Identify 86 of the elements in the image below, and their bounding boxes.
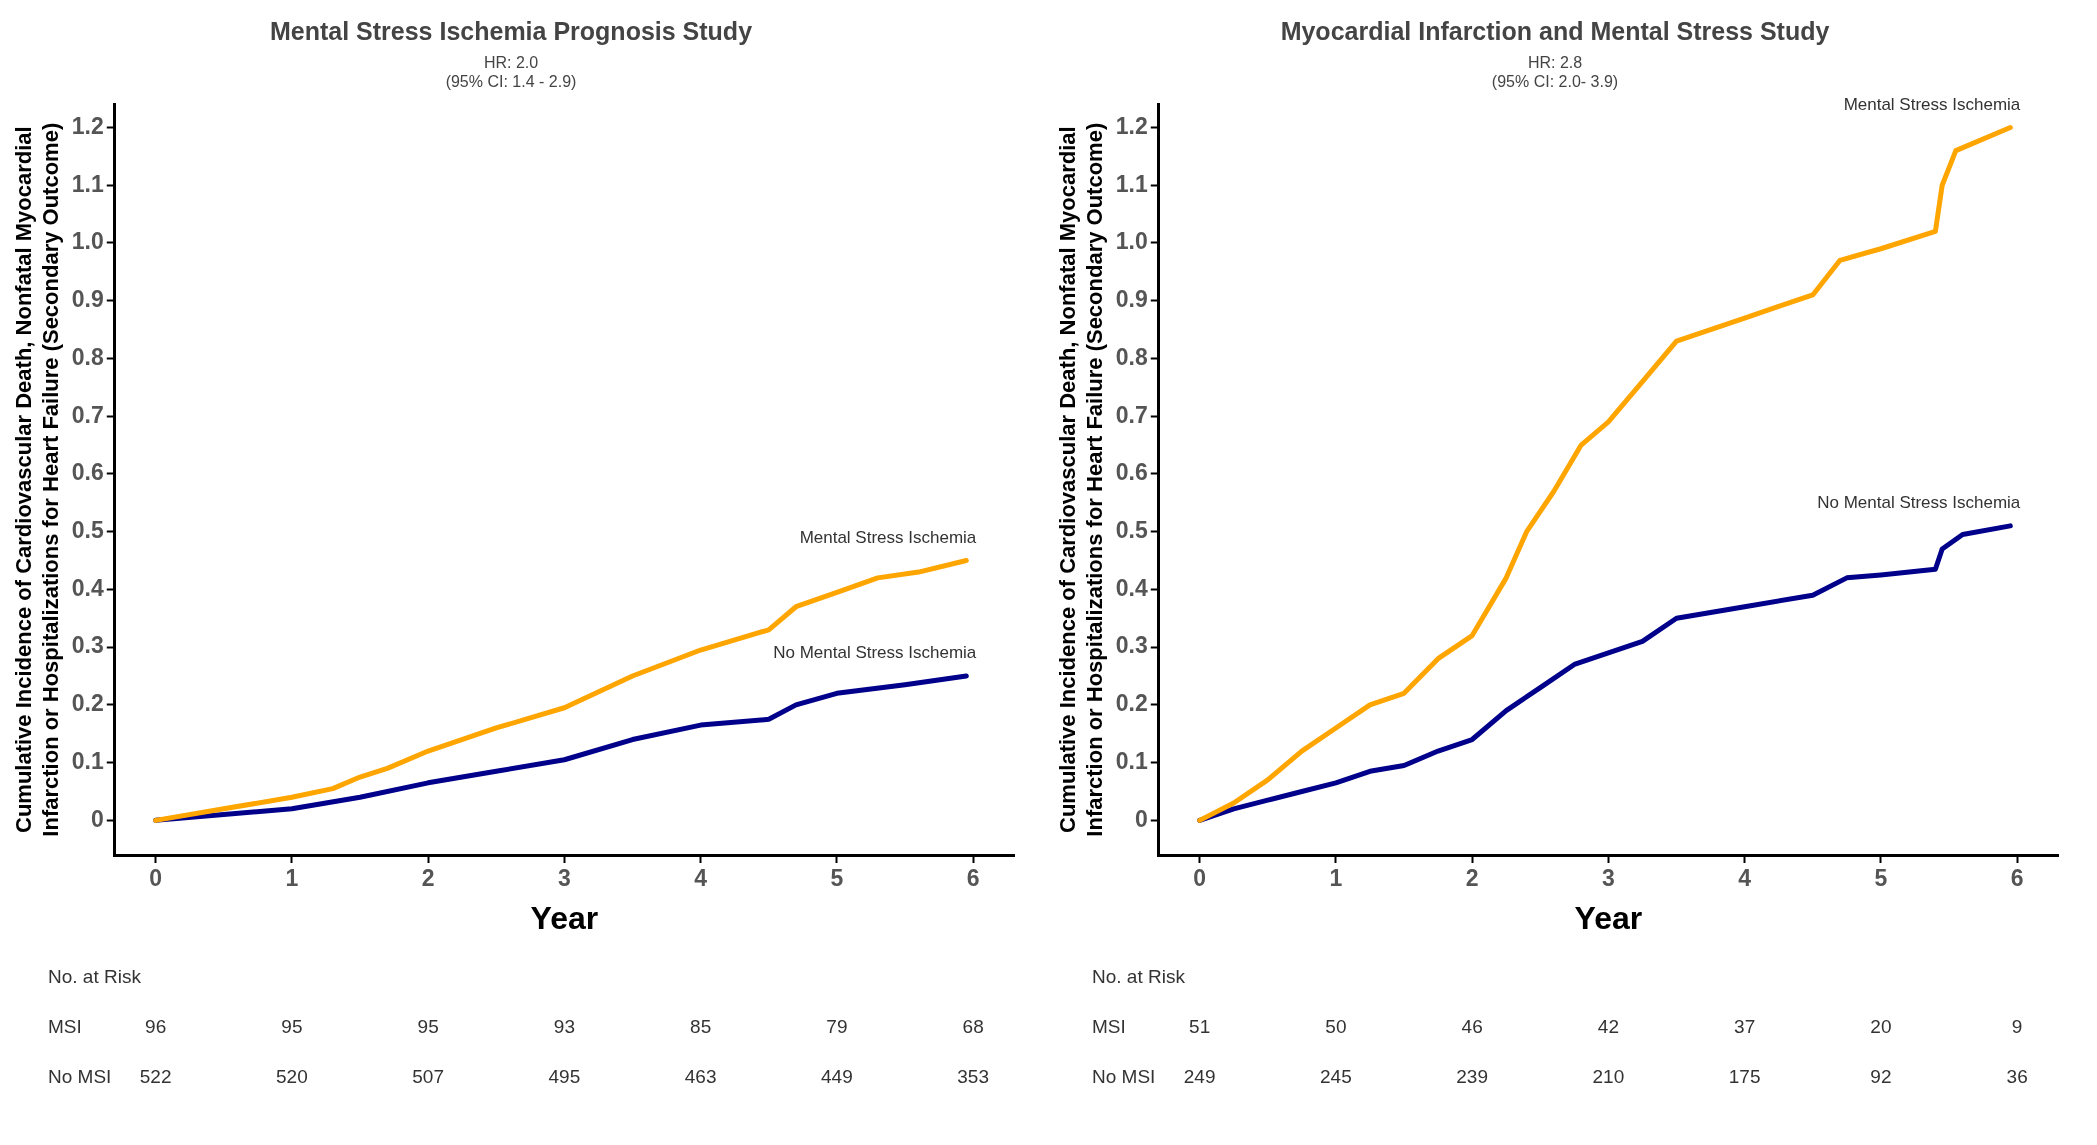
text: 37: [1734, 1016, 1756, 1038]
text: 51: [1189, 1016, 1211, 1038]
text: 249: [1183, 1066, 1216, 1088]
y-tick-label: 0.2: [71, 690, 104, 717]
y-tick-label: 0.9: [71, 286, 104, 313]
y-tick-label: 0.9: [1115, 286, 1148, 313]
x-tick-label: 2: [1465, 865, 1479, 892]
y-tick-label: 0.5: [1115, 517, 1148, 544]
text: 36: [2006, 1066, 2028, 1088]
x-tick-label: 5: [1874, 865, 1888, 892]
y-tick-label: 0.7: [1115, 401, 1148, 428]
y-tick-label: 0.4: [71, 574, 104, 601]
chart-subtitle: HR: 2.8 (95% CI: 2.0- 3.9): [1491, 54, 1619, 91]
x-tick-label: 6: [966, 865, 980, 892]
text: 92: [1870, 1066, 1892, 1088]
text: 239: [1456, 1066, 1488, 1088]
chart-title: Mental Stress Ischemia Prognosis Study: [269, 16, 753, 45]
text: 93: [553, 1016, 575, 1038]
y-axis-title: Cumulative Incidence of Cardiovascular Death, Nonfatal Myocardial Infarction or Hospitalizations for Heart Failure (Secondary Outcome): [11, 122, 63, 837]
text: 85: [690, 1016, 712, 1038]
text: 507: [412, 1066, 444, 1088]
text: 463: [684, 1066, 717, 1088]
y-tick-label: 0.3: [1115, 632, 1148, 659]
text: 50: [1325, 1016, 1347, 1038]
text: 522: [139, 1066, 172, 1088]
text: No MSI: [48, 1066, 112, 1088]
series-label: No Mental Stress Ischemia: [773, 643, 977, 663]
y-tick-label: 1.1: [1115, 170, 1148, 197]
x-tick-label: 6: [2010, 865, 2024, 892]
y-tick-label: 0.5: [71, 517, 104, 544]
y-tick-label: 0: [90, 805, 104, 832]
y-tick-label: 0.6: [71, 459, 104, 486]
text: 495: [548, 1066, 581, 1088]
text: 79: [826, 1016, 848, 1038]
y-tick-label: 1.2: [1115, 112, 1148, 139]
text: 449: [821, 1066, 853, 1088]
text: 9: [2011, 1016, 2023, 1038]
y-tick-label: 1.1: [71, 170, 104, 197]
text: 68: [962, 1016, 984, 1038]
series-label: Mental Stress Ischemia: [799, 527, 977, 547]
x-tick-label: 0: [1193, 865, 1207, 892]
y-tick-label: 0: [1134, 805, 1148, 832]
x-tick-label: 5: [830, 865, 844, 892]
text: No. at Risk: [1092, 966, 1186, 988]
text: MSI: [1092, 1016, 1126, 1038]
text: 210: [1592, 1066, 1625, 1088]
y-tick-label: 0.3: [71, 632, 104, 659]
x-tick-label: 0: [149, 865, 163, 892]
text: 20: [1870, 1016, 1892, 1038]
text: 175: [1728, 1066, 1761, 1088]
x-tick-label: 4: [694, 865, 708, 892]
text: MSI: [48, 1016, 82, 1038]
y-tick-label: 1.0: [1115, 228, 1148, 255]
text: 95: [281, 1016, 303, 1038]
x-tick-label: 3: [557, 865, 571, 892]
text: No. at Risk: [48, 966, 142, 988]
chart-title: Myocardial Infarction and Mental Stress Study: [1280, 16, 1830, 45]
y-tick-label: 0.1: [71, 747, 104, 774]
y-tick-label: 0.8: [1115, 343, 1148, 370]
text: 520: [276, 1066, 308, 1088]
y-tick-label: 0.7: [71, 401, 104, 428]
text: 42: [1597, 1016, 1619, 1038]
y-tick-label: 1.2: [71, 112, 104, 139]
text: 46: [1461, 1016, 1483, 1038]
x-tick-label: 1: [285, 865, 299, 892]
text: 245: [1320, 1066, 1352, 1088]
text: 96: [145, 1016, 167, 1038]
x-axis-title: Year: [530, 899, 599, 936]
x-tick-label: 1: [1329, 865, 1343, 892]
y-tick-label: 0.4: [1115, 574, 1148, 601]
x-axis-title: Year: [1574, 899, 1643, 936]
x-tick-label: 3: [1601, 865, 1615, 892]
chart-subtitle: HR: 2.0 (95% CI: 1.4 - 2.9): [445, 54, 577, 91]
series-label: No Mental Stress Ischemia: [1817, 493, 2021, 513]
text: 353: [957, 1066, 989, 1088]
y-tick-label: 1.0: [71, 228, 104, 255]
text: No MSI: [1092, 1066, 1156, 1088]
text: 95: [417, 1016, 439, 1038]
y-tick-label: 0.8: [71, 343, 104, 370]
y-tick-label: 0.1: [1115, 747, 1148, 774]
y-axis-title: Cumulative Incidence of Cardiovascular Death, Nonfatal Myocardial Infarction or Hospitalizations for Heart Failure (Secondary Outcome): [1055, 122, 1107, 837]
y-tick-label: 0.2: [1115, 690, 1148, 717]
x-tick-label: 2: [421, 865, 435, 892]
series-label: Mental Stress Ischemia: [1843, 94, 2021, 114]
x-tick-label: 4: [1738, 865, 1752, 892]
y-tick-label: 0.6: [1115, 459, 1148, 486]
